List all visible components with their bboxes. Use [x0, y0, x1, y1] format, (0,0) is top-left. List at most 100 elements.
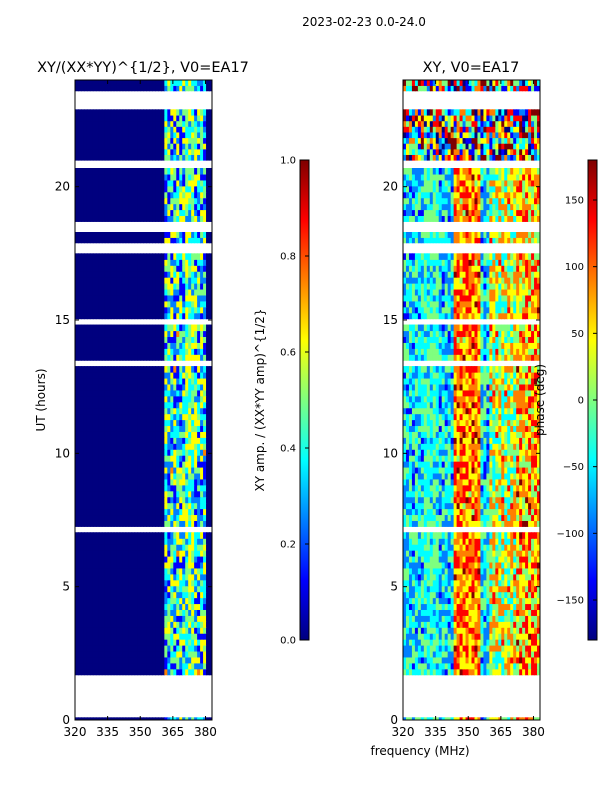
heatmap-cell [152, 168, 157, 175]
heatmap-cell [197, 197, 201, 205]
heatmap-cell [537, 591, 540, 599]
heatmap-cell [200, 372, 204, 379]
heatmap-cell [95, 277, 100, 284]
heatmap-cell [92, 496, 97, 504]
heatmap-cell [161, 324, 165, 332]
heatmap-cell [522, 615, 526, 622]
heatmap-cell [209, 538, 212, 545]
heatmap-cell [176, 490, 180, 498]
heatmap-cell [164, 538, 168, 545]
heatmap-cell [101, 306, 106, 314]
heatmap-cell [104, 662, 109, 670]
heatmap-cell [122, 656, 127, 664]
heatmap-cell [441, 621, 446, 628]
heatmap-cell [143, 644, 148, 652]
heatmap-cell [197, 114, 201, 122]
heatmap-cell [200, 443, 204, 450]
heatmap-cell [143, 209, 148, 217]
heatmap-cell [483, 639, 487, 646]
heatmap-cell [131, 449, 136, 456]
heatmap-cell [128, 324, 133, 332]
heatmap-cell [107, 109, 112, 116]
heatmap-cell [167, 508, 171, 516]
heatmap-cell [77, 185, 82, 193]
heatmap-cell [122, 449, 127, 456]
heatmap-cell [185, 114, 189, 122]
heatmap-cell [534, 585, 538, 593]
heatmap-cell [107, 419, 112, 427]
heatmap-cell [173, 585, 177, 593]
heatmap-cell [179, 185, 183, 193]
heatmap-cell [182, 215, 186, 222]
heatmap-cell [158, 131, 162, 139]
heatmap-cell [86, 538, 91, 545]
heatmap-cell [149, 366, 154, 373]
heatmap-cell [137, 114, 142, 122]
heatmap-cell [468, 627, 473, 634]
heatmap-cell [510, 609, 514, 616]
heatmap-cell [200, 85, 204, 92]
heatmap-cell [185, 609, 189, 616]
heatmap-cell [116, 336, 121, 343]
heatmap-cell [435, 644, 440, 652]
heatmap-cell [113, 490, 118, 498]
heatmap-cell [188, 496, 192, 504]
heatmap-cell [98, 237, 103, 244]
heatmap-cell [155, 656, 159, 664]
heatmap-cell [182, 591, 186, 599]
heatmap-cell [185, 277, 189, 284]
heatmap-cell [119, 283, 124, 290]
heatmap-cell [435, 621, 440, 628]
heatmap-cell [164, 508, 168, 516]
heatmap-cell [125, 419, 130, 427]
heatmap-cell [137, 401, 142, 409]
heatmap-cell [140, 271, 145, 278]
heatmap-cell [152, 609, 157, 616]
heatmap-cell [179, 573, 183, 581]
heatmap-cell [191, 597, 195, 605]
heatmap-cell [423, 656, 428, 664]
heatmap-cell [417, 621, 422, 628]
heatmap-cell [113, 80, 118, 86]
heatmap-cell [528, 597, 532, 605]
heatmap-cell [450, 639, 455, 646]
heatmap-cell [170, 126, 174, 133]
heatmap-cell [167, 366, 171, 373]
heatmap-cell [86, 283, 91, 290]
heatmap-cell [176, 114, 180, 122]
heatmap-cell [107, 478, 112, 486]
heatmap-cell [155, 621, 159, 628]
heatmap-cell [98, 496, 103, 504]
heatmap-cell [107, 573, 112, 581]
heatmap-cell [75, 312, 79, 320]
heatmap-cell [167, 306, 171, 314]
heatmap-cell [206, 502, 210, 510]
heatmap-cell [101, 443, 106, 450]
heatmap-cell [182, 644, 186, 652]
heatmap-cell [75, 550, 79, 557]
heatmap-cell [197, 520, 201, 527]
heatmap-cell [122, 407, 127, 415]
heatmap-cell [435, 650, 440, 658]
heatmap-cell [489, 656, 493, 664]
heatmap-cell [498, 717, 502, 720]
heatmap-cell [173, 407, 177, 415]
heatmap-cell [441, 633, 446, 640]
heatmap-cell [206, 173, 210, 181]
heatmap-cell [89, 633, 94, 640]
heatmap-cell [155, 484, 159, 492]
heatmap-cell [98, 662, 103, 670]
heatmap-cell [113, 609, 118, 616]
heatmap-cell [167, 354, 171, 361]
heatmap-cell [137, 627, 142, 634]
heatmap-cell [146, 633, 151, 640]
heatmap-cell [75, 209, 79, 217]
heatmap-cell [167, 348, 171, 355]
heatmap-cell [131, 191, 136, 199]
heatmap-cell [200, 366, 204, 373]
heatmap-cell [155, 633, 159, 640]
heatmap-cell [191, 306, 195, 314]
heatmap-cell [188, 615, 192, 622]
heatmap-cell [504, 650, 508, 658]
heatmap-cell [95, 253, 100, 260]
